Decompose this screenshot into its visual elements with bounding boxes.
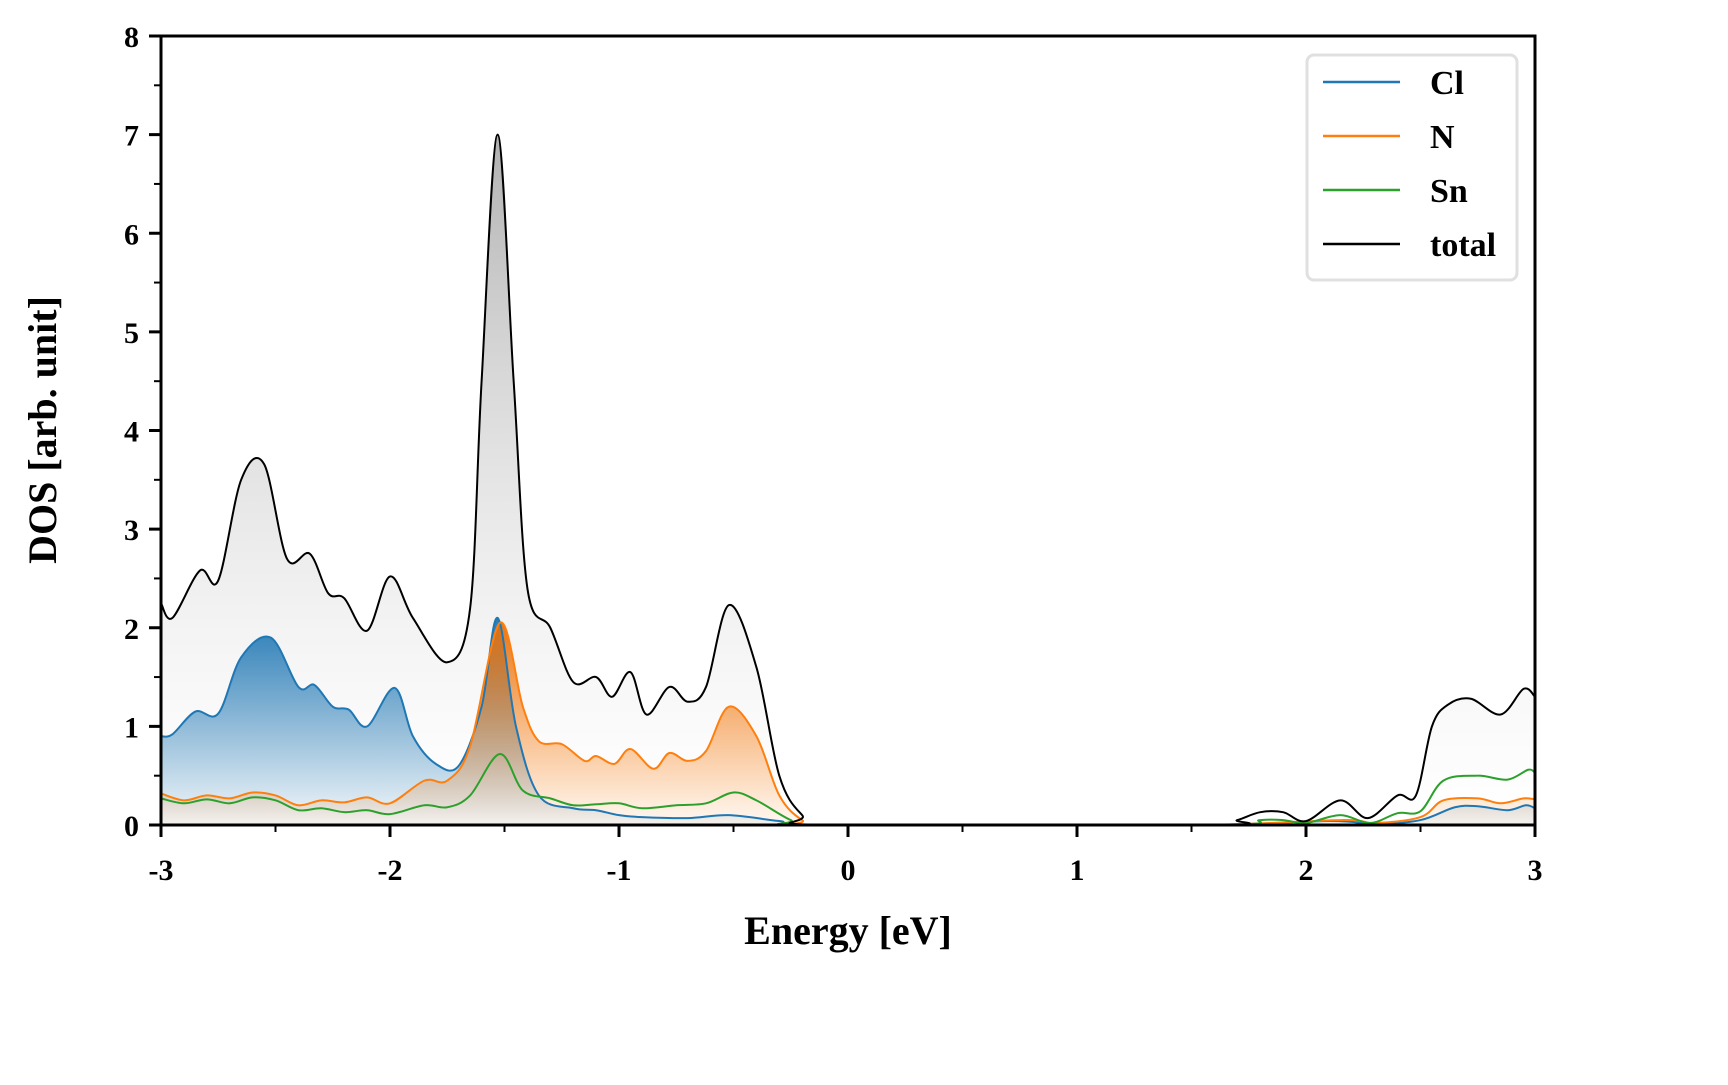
legend: Cl N Sn total xyxy=(1305,53,1519,282)
legend-label-total: total xyxy=(1430,227,1496,264)
x-tick-label: 2 xyxy=(1299,854,1314,887)
x-tick-label: 3 xyxy=(1528,854,1543,887)
series-lines xyxy=(160,133,1536,827)
y-tick-label: 1 xyxy=(124,711,139,744)
x-axis-label: Energy [eV] xyxy=(744,908,952,953)
line-n xyxy=(160,621,1536,827)
y-axis-label: DOS [arb. unit] xyxy=(20,296,65,564)
x-tick-label: -2 xyxy=(378,854,403,887)
x-tick-label: 0 xyxy=(841,854,856,887)
x-tick-label: -1 xyxy=(607,854,632,887)
y-tick-label: 3 xyxy=(124,514,139,547)
y-tick-label: 2 xyxy=(124,613,139,646)
legend-frame xyxy=(1305,53,1519,282)
legend-label-sn: Sn xyxy=(1430,173,1468,210)
x-tick-label: 1 xyxy=(1070,854,1085,887)
y-tick-label: 0 xyxy=(124,810,139,843)
x-tick-label: -3 xyxy=(149,854,174,887)
legend-label-cl: Cl xyxy=(1430,65,1464,102)
y-tick-label: 6 xyxy=(124,218,139,251)
y-tick-label: 4 xyxy=(124,416,139,449)
fill-n xyxy=(161,622,1535,825)
line-sn xyxy=(160,752,1536,827)
y-tick-label: 8 xyxy=(124,21,139,54)
y-tick-label: 7 xyxy=(124,120,139,153)
legend-label-n: N xyxy=(1430,119,1455,156)
y-tick-label: 5 xyxy=(124,317,139,350)
axes: -3 -2 -1 0 1 2 3 0 1 2 3 4 5 6 7 8 xyxy=(124,21,1543,887)
line-total xyxy=(160,133,1536,827)
